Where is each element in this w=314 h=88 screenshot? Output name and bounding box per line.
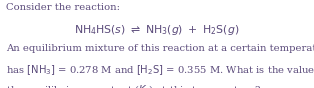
Text: has $\mathrm{[NH_3]}$ = 0.278 M and $\mathrm{[H_2S]}$ = 0.355 M. What is the val: has $\mathrm{[NH_3]}$ = 0.278 M and $\ma… — [6, 63, 314, 77]
Text: An equilibrium mixture of this reaction at a certain temperature: An equilibrium mixture of this reaction … — [6, 44, 314, 53]
Text: $\mathrm{NH_4HS(}\mathit{s}\mathrm{)\ \rightleftharpoons\ NH_3(}\mathit{g}\mathr: $\mathrm{NH_4HS(}\mathit{s}\mathrm{)\ \r… — [74, 23, 240, 37]
Text: the equilibrium constant ($K_c$) at this temperature?: the equilibrium constant ($K_c$) at this… — [6, 83, 261, 88]
Text: Consider the reaction:: Consider the reaction: — [6, 3, 120, 12]
